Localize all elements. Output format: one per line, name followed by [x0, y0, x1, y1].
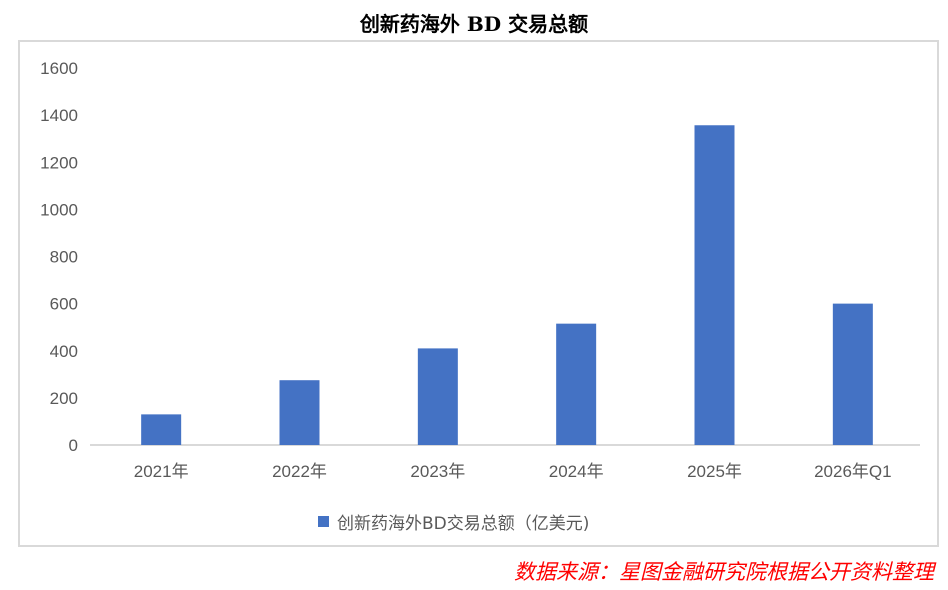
legend-swatch [318, 516, 329, 527]
x-tick-label: 2026年Q1 [814, 462, 892, 481]
bar [556, 323, 597, 445]
chart-title: 创新药海外 BD 交易总额 [359, 12, 589, 36]
y-tick-label: 400 [50, 342, 78, 361]
y-tick-label: 0 [69, 436, 78, 455]
y-tick-label: 200 [50, 389, 78, 408]
y-tick-label: 600 [50, 295, 78, 314]
chart-frame [18, 40, 939, 547]
legend-label: 创新药海外BD交易总额（亿美元) [337, 514, 590, 534]
y-tick-label: 1600 [40, 59, 78, 78]
bar [832, 303, 873, 445]
x-tick-label: 2022年 [272, 462, 327, 481]
data-source-note: 数据来源：星图金融研究院根据公开资料整理 [514, 560, 934, 584]
x-tick-label: 2025年 [687, 462, 742, 481]
bar [279, 380, 320, 445]
y-tick-label: 1400 [40, 106, 78, 125]
x-tick-label: 2023年 [410, 462, 465, 481]
y-tick-label: 800 [50, 248, 78, 267]
y-tick-label: 1000 [40, 200, 78, 219]
legend: 创新药海外BD交易总额（亿美元) [318, 509, 589, 534]
bar [141, 414, 182, 445]
x-tick-label: 2024年 [549, 462, 604, 481]
x-tick-label: 2021年 [134, 462, 189, 481]
y-tick-label: 1200 [40, 153, 78, 172]
bar [417, 348, 458, 445]
bar [694, 125, 735, 446]
